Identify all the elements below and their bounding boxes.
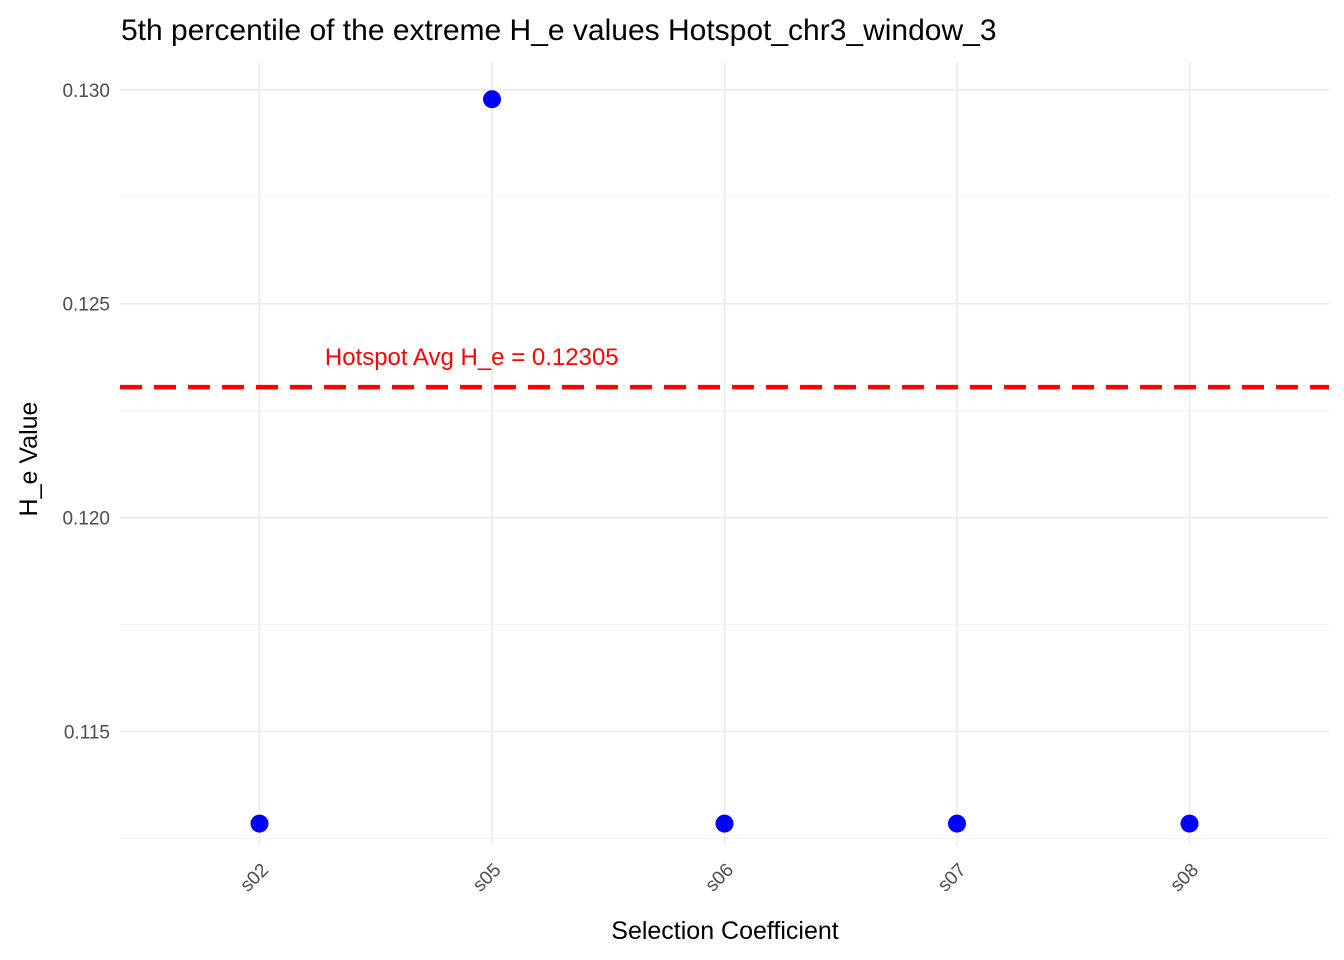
- data-point: [1180, 814, 1199, 833]
- data-points: [250, 90, 1199, 833]
- data-point: [483, 90, 501, 109]
- data-point: [250, 814, 269, 833]
- chart-title: 5th percentile of the extreme H_e values…: [121, 14, 997, 47]
- y-tick-label: 0.120: [62, 509, 110, 530]
- y-tick-label: 0.125: [62, 295, 110, 316]
- y-axis-ticks: 0.115 0.120 0.125 0.130: [62, 81, 110, 744]
- y-tick-label: 0.115: [64, 723, 110, 744]
- x-tick-label: s06: [702, 860, 739, 897]
- x-tick-label: s08: [1167, 860, 1204, 897]
- x-axis-ticks: s02 s05 s06 s07 s08: [237, 860, 1204, 897]
- y-tick-label: 0.130: [62, 81, 110, 102]
- x-axis-title: Selection Coefficient: [611, 917, 839, 945]
- x-tick-label: s07: [934, 860, 971, 897]
- reference-line-group: Hotspot Avg H_e = 0.12305: [120, 344, 1329, 390]
- data-point: [715, 814, 734, 833]
- data-point: [948, 814, 966, 833]
- x-tick-label: s05: [469, 860, 506, 897]
- grid: [120, 62, 1329, 845]
- reference-label: Hotspot Avg H_e = 0.12305: [325, 344, 619, 371]
- y-axis-title: H_e Value: [15, 402, 43, 517]
- x-tick-label: s02: [237, 860, 274, 897]
